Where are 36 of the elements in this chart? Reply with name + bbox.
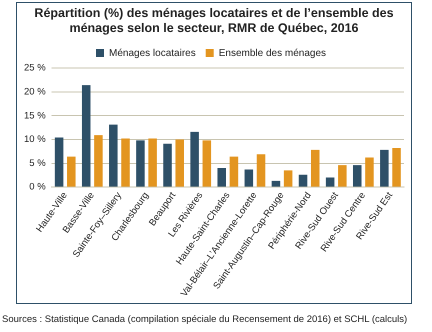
bar	[217, 168, 226, 187]
bar	[256, 154, 266, 187]
y-tick-label: 15 %	[24, 110, 46, 122]
bar	[284, 170, 292, 187]
bar	[392, 148, 401, 187]
bar	[190, 132, 199, 187]
bar	[380, 150, 389, 187]
bar	[163, 144, 172, 187]
y-tick-label: 0 %	[29, 182, 46, 193]
bar	[94, 135, 103, 187]
bar	[338, 165, 347, 187]
y-tick-label: 10 %	[24, 134, 46, 146]
bar	[54, 138, 64, 187]
chart-title: Répartition (%) des ménages locataires et de l’ensemble des ménages selon le secteur, RMR de Québec, 2016	[33, 6, 395, 36]
bar	[202, 140, 212, 187]
bar	[365, 158, 374, 187]
legend-label: Ménages locataires	[109, 48, 196, 59]
bar	[352, 165, 362, 187]
bar	[148, 138, 157, 187]
bar	[67, 156, 76, 187]
bar	[109, 124, 118, 187]
source-note: Sources : Statistique Canada (compilation spéciale du Recensement de 2016) et SCHL (calculs)	[2, 314, 408, 325]
bar	[230, 156, 238, 187]
y-tick-label: 20 %	[24, 86, 46, 98]
bar	[244, 169, 254, 187]
y-tick-label: 5 %	[29, 158, 46, 169]
bar	[175, 139, 184, 187]
y-tick-label: 25 %	[24, 62, 46, 74]
bar	[298, 174, 308, 187]
bar	[326, 178, 334, 187]
bar	[136, 140, 145, 187]
bar	[272, 180, 280, 187]
bar	[121, 138, 130, 187]
bar	[82, 85, 90, 187]
bar	[310, 150, 320, 187]
legend-label: Ensemble des ménages	[218, 48, 326, 59]
